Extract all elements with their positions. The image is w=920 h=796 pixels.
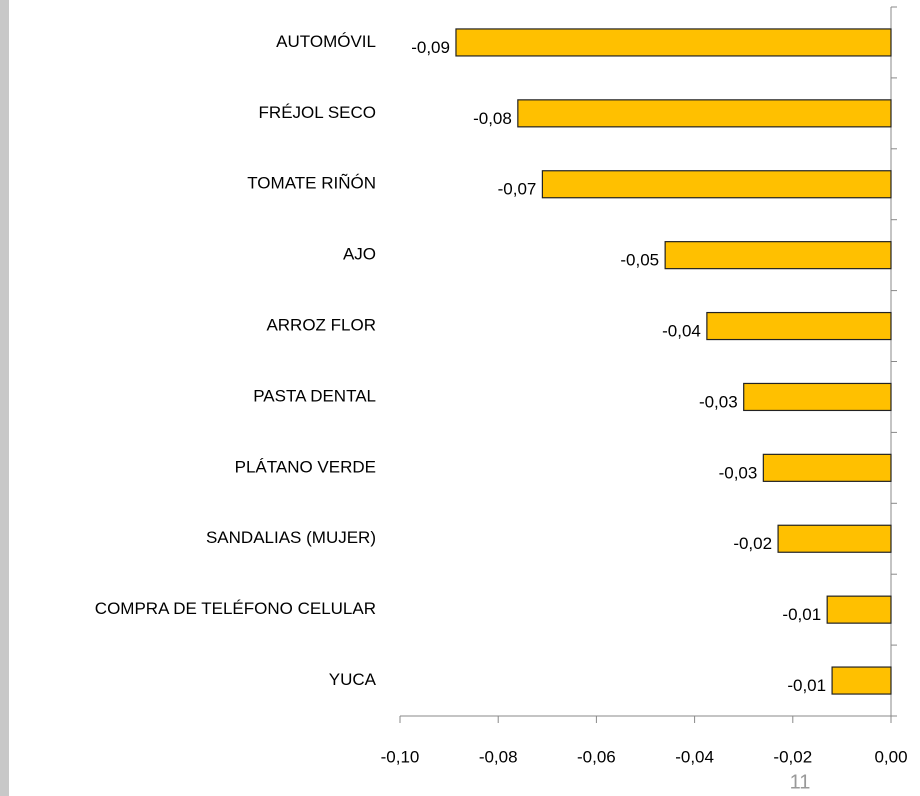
x-tick-label: -0,04 — [675, 747, 714, 766]
y-tick-label: SANDALIAS (MUJER) — [206, 528, 376, 547]
bar — [826, 595, 892, 624]
value-label: -0,03 — [719, 463, 758, 482]
value-label: -0,04 — [662, 322, 701, 341]
y-tick-label: ARROZ FLOR — [266, 316, 376, 335]
left-border — [0, 0, 9, 796]
y-tick-label: COMPRA DE TELÉFONO CELULAR — [95, 599, 376, 618]
bar — [831, 666, 892, 695]
bar — [706, 311, 892, 341]
value-label: -0,01 — [782, 605, 821, 624]
value-label: -0,01 — [787, 676, 826, 695]
bar — [455, 28, 892, 57]
y-tick-label: TOMATE RIÑÓN — [247, 174, 376, 193]
value-label: -0,07 — [498, 180, 537, 199]
bar — [664, 241, 892, 270]
y-tick-label: YUCA — [329, 670, 377, 689]
page-number: 11 — [790, 771, 811, 793]
value-label: -0,02 — [733, 534, 772, 553]
x-tick-label: -0,02 — [773, 747, 812, 766]
value-label: -0,08 — [473, 109, 512, 128]
bar — [777, 524, 892, 553]
y-tick-label: PASTA DENTAL — [253, 386, 376, 405]
x-tick-label: 0,00 — [874, 747, 907, 766]
value-label: -0,09 — [411, 38, 450, 57]
bar — [541, 170, 892, 199]
bar — [517, 99, 892, 128]
y-tick-label: FRÉJOL SECO — [259, 103, 376, 122]
y-tick-label: PLÁTANO VERDE — [235, 457, 376, 476]
value-label: -0,05 — [620, 251, 659, 270]
value-label: -0,03 — [699, 392, 738, 411]
bar — [743, 382, 892, 412]
bar — [762, 453, 892, 482]
x-tick-label: -0,08 — [479, 747, 518, 766]
x-tick-label: -0,06 — [577, 747, 616, 766]
y-tick-label: AUTOMÓVIL — [276, 32, 376, 51]
x-tick-label: -0,10 — [381, 747, 420, 766]
y-tick-label: AJO — [343, 245, 376, 264]
